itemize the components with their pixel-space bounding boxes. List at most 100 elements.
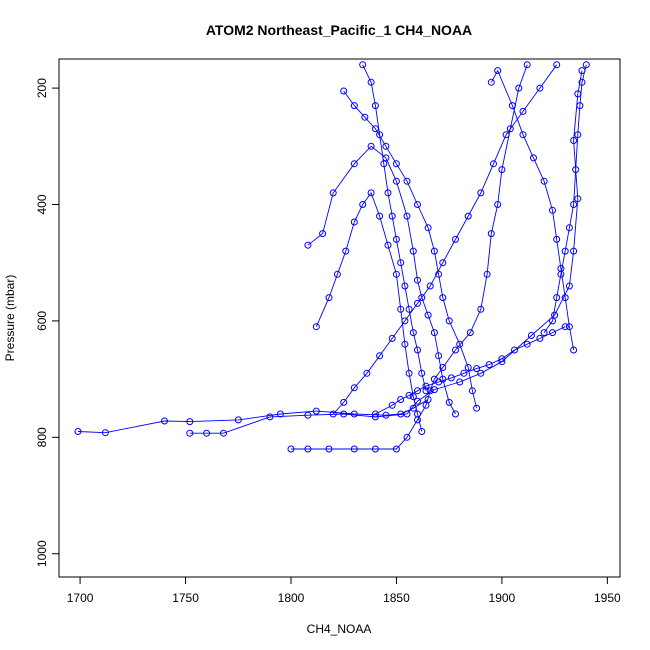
x-tick-label: 1750 bbox=[172, 591, 199, 605]
data-point bbox=[439, 259, 447, 267]
data-point bbox=[319, 230, 327, 238]
data-point bbox=[422, 401, 430, 409]
data-point bbox=[435, 270, 443, 278]
data-point bbox=[382, 142, 390, 150]
data-point bbox=[430, 247, 438, 255]
data-point bbox=[487, 78, 495, 86]
data-point bbox=[452, 235, 459, 243]
data-point bbox=[515, 84, 523, 92]
data-point bbox=[582, 61, 590, 69]
data-point bbox=[485, 361, 493, 369]
data-point bbox=[392, 235, 400, 243]
data-point bbox=[430, 386, 438, 394]
data-point bbox=[186, 429, 194, 437]
data-point bbox=[340, 87, 348, 95]
chart-title: ATOM2 Northeast_Pacific_1 CH4_NOAA bbox=[206, 22, 472, 38]
data-point bbox=[325, 445, 333, 453]
data-point bbox=[409, 247, 417, 255]
data-point bbox=[570, 201, 578, 208]
series-7 bbox=[340, 87, 481, 412]
data-point bbox=[403, 212, 411, 220]
data-point bbox=[312, 323, 320, 331]
data-point bbox=[553, 235, 561, 243]
data-point bbox=[397, 305, 405, 313]
data-point bbox=[445, 398, 453, 406]
data-point bbox=[536, 84, 544, 92]
data-point bbox=[392, 177, 400, 185]
data-point bbox=[329, 189, 337, 197]
data-point bbox=[574, 195, 582, 203]
data-point bbox=[371, 410, 379, 418]
data-point bbox=[325, 294, 333, 302]
data-point bbox=[304, 241, 312, 249]
series-line bbox=[343, 90, 478, 409]
data-point bbox=[422, 387, 430, 395]
data-point bbox=[422, 382, 430, 390]
data-point bbox=[553, 61, 561, 69]
data-point bbox=[439, 364, 447, 371]
data-point bbox=[540, 177, 548, 185]
data-point bbox=[203, 429, 211, 437]
data-point bbox=[287, 445, 295, 453]
data-point bbox=[329, 410, 337, 418]
data-point bbox=[574, 131, 582, 139]
data-point bbox=[418, 428, 426, 435]
x-axis: 1700 1750 1800 1850 1900 1950 bbox=[67, 576, 621, 605]
data-point bbox=[367, 142, 375, 150]
data-point bbox=[371, 102, 379, 110]
series-line bbox=[77, 399, 429, 434]
data-point bbox=[403, 177, 411, 185]
y-tick-label: 200 bbox=[35, 78, 49, 98]
data-point bbox=[494, 67, 502, 75]
data-point bbox=[414, 346, 421, 354]
data-point bbox=[388, 212, 396, 220]
data-point bbox=[414, 410, 421, 418]
series-line bbox=[490, 69, 575, 351]
data-point bbox=[403, 410, 411, 418]
data-point bbox=[74, 428, 82, 435]
y-axis: 200 400 600 800 1000 bbox=[35, 78, 60, 567]
data-point bbox=[452, 346, 459, 354]
data-point bbox=[549, 317, 556, 325]
data-point bbox=[508, 102, 516, 110]
data-point bbox=[523, 340, 531, 348]
data-point bbox=[376, 212, 384, 220]
data-point bbox=[426, 387, 434, 395]
series-3 bbox=[287, 61, 531, 453]
data-point bbox=[464, 212, 472, 220]
data-point bbox=[388, 401, 396, 409]
x-tick-label: 1800 bbox=[278, 591, 305, 605]
y-tick-label: 400 bbox=[35, 194, 49, 214]
data-point bbox=[445, 317, 453, 325]
data-point bbox=[452, 410, 459, 418]
data-point bbox=[388, 334, 396, 342]
data-point bbox=[234, 416, 242, 424]
data-point bbox=[367, 189, 375, 197]
data-point bbox=[376, 352, 384, 360]
data-point bbox=[490, 160, 497, 168]
series-8 bbox=[359, 61, 430, 395]
data-point bbox=[186, 418, 194, 426]
data-point bbox=[350, 218, 358, 226]
data-point bbox=[477, 189, 485, 197]
data-point bbox=[350, 384, 358, 392]
data-point bbox=[557, 270, 565, 278]
data-point bbox=[333, 270, 341, 278]
data-point bbox=[101, 429, 109, 437]
data-point bbox=[464, 364, 472, 371]
data-point bbox=[397, 259, 405, 267]
data-point bbox=[359, 61, 367, 69]
data-point bbox=[350, 102, 358, 110]
data-point bbox=[401, 317, 409, 325]
data-point bbox=[361, 113, 369, 121]
data-point bbox=[161, 417, 168, 425]
y-tick-label: 800 bbox=[35, 427, 49, 447]
data-point bbox=[473, 365, 481, 373]
data-point bbox=[447, 374, 455, 382]
data-point bbox=[565, 224, 573, 232]
data-point bbox=[460, 369, 468, 377]
y-tick-label: 600 bbox=[35, 311, 49, 331]
series-line bbox=[315, 191, 423, 432]
data-point bbox=[439, 294, 447, 302]
